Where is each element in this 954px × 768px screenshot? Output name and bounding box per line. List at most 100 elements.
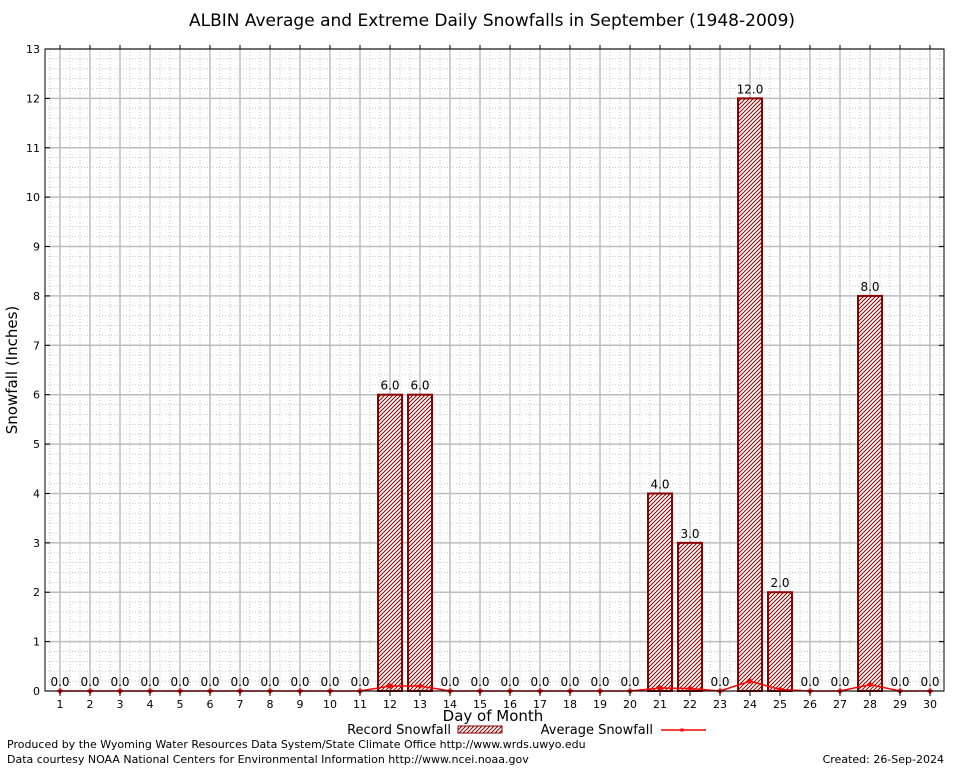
legend-average-label: Average Snowfall [541, 723, 653, 738]
bar-value-label: 0.0 [890, 675, 909, 689]
average-point [687, 686, 693, 692]
average-point [417, 683, 423, 689]
bar [767, 591, 793, 693]
legend: Record Snowfall Average Snowfall [347, 723, 706, 738]
x-tick-label: 20 [623, 698, 637, 711]
bar [647, 492, 673, 693]
y-tick-label: 2 [33, 586, 40, 599]
average-point [867, 682, 873, 688]
x-tick-label: 28 [863, 698, 877, 711]
average-point [387, 683, 393, 689]
x-tick-label: 11 [353, 698, 367, 711]
bar-labels: 0.0 0.0 0.0 0.0 0.0 0.0 0.0 0.0 0.0 0.0 0.0 6.0 6.0 0… [50, 82, 939, 689]
bar-value-label: 0.0 [830, 675, 849, 689]
x-tick-label: 1 [57, 698, 64, 711]
y-tick-label: 0 [33, 685, 40, 698]
bar-value-label: 0.0 [560, 675, 579, 689]
x-tick-label: 24 [743, 698, 757, 711]
bar-value-label: 0.0 [140, 675, 159, 689]
y-tick-label: 1 [33, 636, 40, 649]
y-tick-label: 8 [33, 290, 40, 303]
average-point [747, 678, 753, 684]
x-ticks: 1 2 3 4 5 6 7 8 9 10 11 12 13 14 15 16 17 18 19 20 21 22 23 24 2… [57, 45, 937, 711]
x-tick-label: 27 [833, 698, 847, 711]
x-tick-label: 26 [803, 698, 817, 711]
y-tick-label: 11 [26, 142, 40, 155]
bar-value-label: 0.0 [200, 675, 219, 689]
y-axis-label: Snowfall (Inches) [3, 306, 21, 434]
x-tick-label: 6 [207, 698, 214, 711]
average-point [657, 685, 663, 691]
x-tick-label: 13 [413, 698, 427, 711]
x-tick-label: 2 [87, 698, 94, 711]
x-tick-label: 7 [237, 698, 244, 711]
bar-value-label: 0.0 [620, 675, 639, 689]
bar-value-label: 0.0 [320, 675, 339, 689]
footer-courtesy: Data courtesy NOAA National Centers for … [7, 753, 529, 766]
legend-record-swatch [457, 725, 503, 734]
x-tick-label: 30 [923, 698, 937, 711]
x-tick-label: 29 [893, 698, 907, 711]
bar [857, 294, 883, 692]
x-tick-label: 4 [147, 698, 154, 711]
x-tick-label: 16 [503, 698, 517, 711]
bar-value-label: 0.0 [920, 675, 939, 689]
x-tick-label: 21 [653, 698, 667, 711]
y-tick-label: 9 [33, 241, 40, 254]
bar-value-label: 0.0 [230, 675, 249, 689]
bar-value-label: 12.0 [737, 82, 764, 96]
footer-created: Created: 26-Sep-2024 [822, 753, 944, 766]
x-tick-label: 25 [773, 698, 787, 711]
bars [377, 97, 883, 693]
plot-frame [44, 48, 945, 692]
y-tick-label: 5 [33, 438, 40, 451]
bar-value-label: 0.0 [440, 675, 459, 689]
x-tick-label: 12 [383, 698, 397, 711]
bar-value-label: 0.0 [500, 675, 519, 689]
y-tick-label: 7 [33, 339, 40, 352]
x-tick-label: 14 [443, 698, 457, 711]
y-tick-label: 4 [33, 487, 40, 500]
bar-value-label: 0.0 [50, 675, 69, 689]
bar-value-label: 0.0 [170, 675, 189, 689]
footer-produced-by: Produced by the Wyoming Water Resources … [7, 738, 586, 751]
y-tick-label: 10 [26, 191, 40, 204]
bar-value-label: 2.0 [770, 576, 789, 590]
legend-record-label: Record Snowfall [347, 723, 451, 738]
x-tick-label: 9 [297, 698, 304, 711]
x-tick-label: 18 [563, 698, 577, 711]
bar-value-label: 0.0 [110, 675, 129, 689]
y-tick-label: 13 [26, 43, 40, 56]
bar-value-label: 0.0 [290, 675, 309, 689]
bar [677, 541, 703, 692]
x-tick-label: 10 [323, 698, 337, 711]
bar-value-label: 8.0 [860, 280, 879, 294]
bar-value-label: 0.0 [590, 675, 609, 689]
x-tick-label: 8 [267, 698, 274, 711]
bar-value-label: 0.0 [80, 675, 99, 689]
x-tick-label: 3 [117, 698, 124, 711]
bar-value-label: 0.0 [260, 675, 279, 689]
x-tick-label: 23 [713, 698, 727, 711]
bar-value-label: 0.0 [710, 675, 729, 689]
x-tick-label: 15 [473, 698, 487, 711]
legend-average-marker [680, 728, 684, 732]
bar [377, 393, 403, 692]
bar-value-label: 6.0 [380, 379, 399, 393]
bar [407, 393, 433, 692]
x-tick-label: 19 [593, 698, 607, 711]
grid [45, 48, 944, 692]
bar-value-label: 0.0 [530, 675, 549, 689]
bar-value-label: 4.0 [650, 477, 669, 491]
x-tick-label: 22 [683, 698, 697, 711]
x-tick-label: 5 [177, 698, 184, 711]
y-tick-label: 3 [33, 537, 40, 550]
bar-value-label: 6.0 [410, 379, 429, 393]
bar-value-label: 0.0 [470, 675, 489, 689]
y-tick-label: 6 [33, 389, 40, 402]
bar-value-label: 0.0 [800, 675, 819, 689]
bar-value-label: 0.0 [350, 675, 369, 689]
bar [737, 97, 763, 692]
